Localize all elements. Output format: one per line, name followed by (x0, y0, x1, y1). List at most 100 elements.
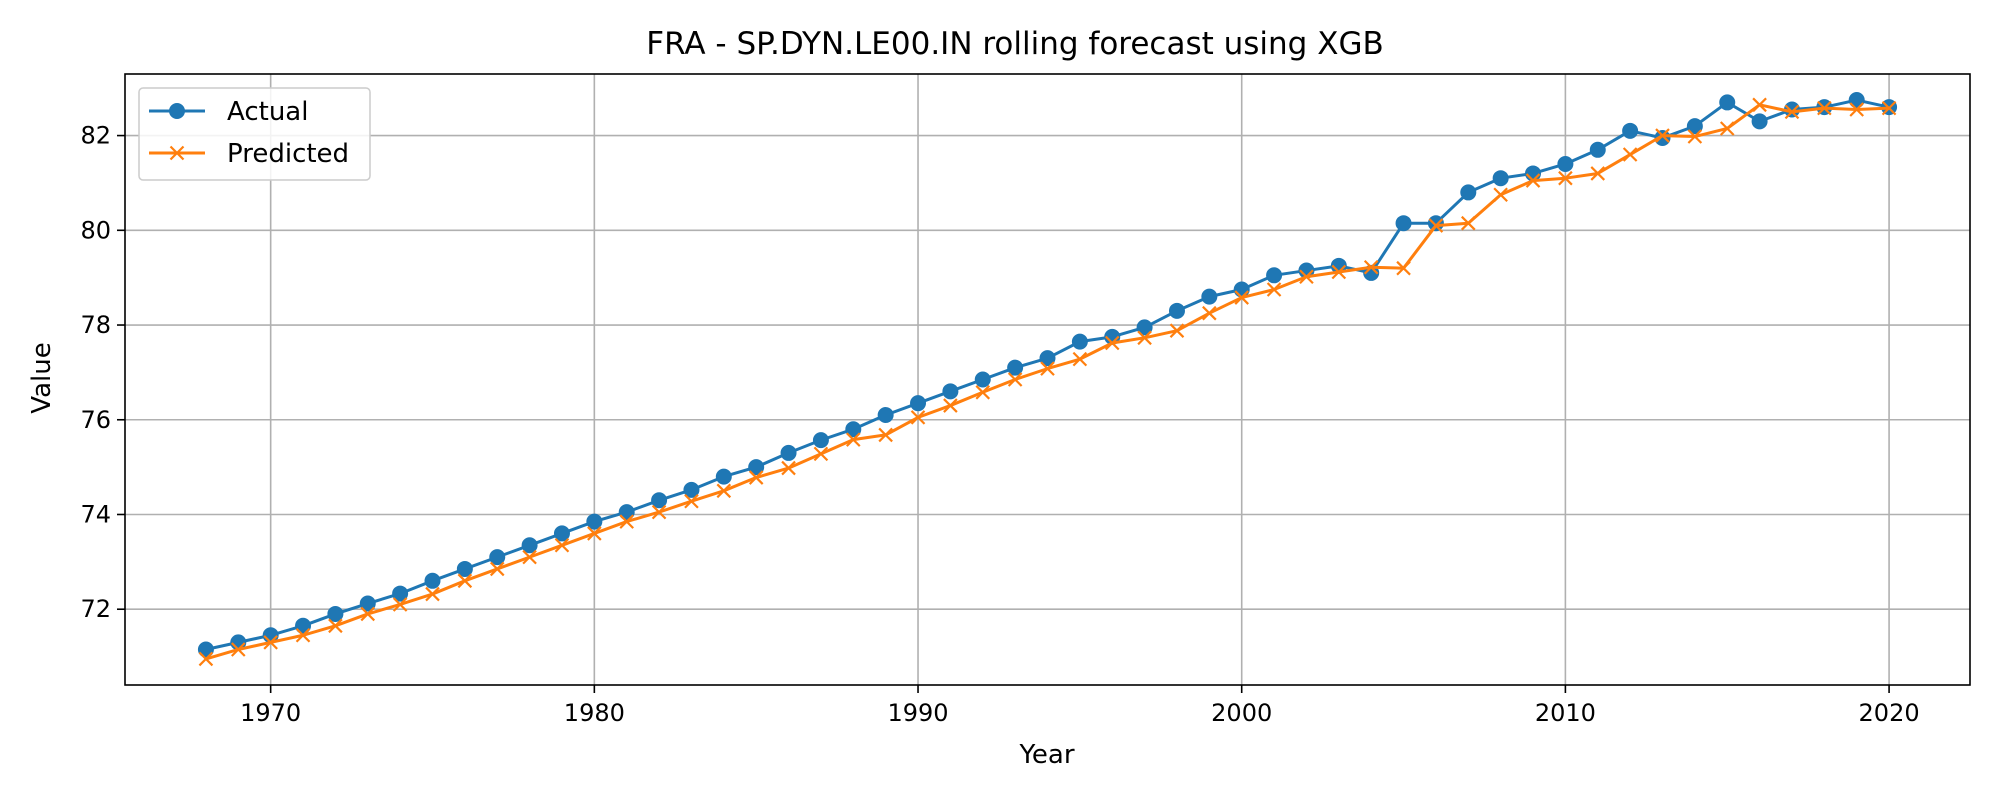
actual-point (877, 407, 894, 424)
predicted-point (457, 573, 473, 589)
x-marker-stroke (975, 385, 991, 400)
predicted-point (1817, 100, 1832, 116)
actual-point (327, 605, 344, 622)
predicted-point (489, 561, 505, 577)
predicted-point (1655, 128, 1670, 143)
x-marker-stroke (1590, 166, 1606, 181)
predicted-point (1007, 372, 1023, 387)
x-marker-stroke (328, 618, 343, 634)
x-marker-stroke (1331, 264, 1347, 280)
actual-point (456, 560, 473, 577)
x-marker-stroke (295, 627, 311, 643)
predicted-point (198, 651, 214, 667)
actual-point (715, 468, 732, 485)
actual-point (1395, 215, 1412, 232)
y-tick-label: 76 (80, 406, 111, 434)
x-axis-label: Year (1018, 740, 1074, 770)
predicted-point (263, 635, 278, 650)
axes: 1970 1980 1990 2000 2010 2020 72 74 76 78 80 82 (80, 73, 1971, 727)
predicted-point (295, 627, 311, 643)
x-marker-stroke (1072, 351, 1088, 367)
x-marker-stroke (1363, 259, 1379, 275)
actual-point (1201, 288, 1218, 305)
predicted-point (231, 642, 246, 657)
x-marker-stroke (619, 514, 634, 529)
predicted-point (328, 618, 343, 634)
predicted-point (554, 537, 570, 553)
x-marker-stroke (846, 432, 861, 447)
actual-point (1427, 215, 1444, 232)
x-tick-label: 2010 (1535, 699, 1596, 727)
predicted-point (943, 398, 958, 413)
actual-point (1492, 170, 1509, 187)
x-marker-stroke (748, 470, 764, 485)
x-tick-label: 2000 (1211, 699, 1272, 727)
actual-point (910, 395, 927, 412)
x-marker-stroke (522, 549, 537, 565)
x-marker-stroke (943, 398, 958, 413)
predicted-point (651, 504, 667, 520)
actual-point (392, 585, 409, 602)
x-marker-stroke (1007, 372, 1023, 387)
actual-point (197, 641, 214, 658)
actual-point (1557, 155, 1574, 172)
x-tick-label: 1980 (564, 699, 625, 727)
actual-point (942, 383, 959, 400)
x-marker-stroke (1881, 100, 1897, 116)
predicted-point (1752, 97, 1767, 113)
x-marker-stroke (1266, 282, 1282, 297)
x-marker-stroke (263, 635, 278, 650)
predicted-point (1784, 104, 1800, 120)
actual-point (780, 444, 797, 461)
predicted-point (1137, 330, 1152, 346)
x-marker-stroke (910, 410, 926, 425)
actual-point (1589, 141, 1606, 158)
x-marker-stroke (425, 586, 440, 602)
predicted-point (587, 526, 602, 541)
actual-point (683, 481, 700, 498)
predicted-point (1104, 335, 1120, 351)
y-tick-label: 72 (80, 595, 111, 623)
legend-predicted-label: Predicted (227, 139, 349, 169)
predicted-point (975, 385, 991, 400)
y-tick-label: 78 (80, 311, 111, 339)
x-marker-stroke (781, 460, 796, 476)
x-tick-label: 2020 (1859, 699, 1920, 727)
predicted-point (1525, 173, 1541, 188)
x-marker-stroke (1622, 147, 1638, 162)
predicted-point (1299, 269, 1314, 284)
predicted-point (1687, 129, 1703, 144)
actual-point (1622, 122, 1639, 139)
actual-point (618, 504, 635, 521)
predicted-point (1590, 166, 1606, 181)
actual-point (1751, 113, 1768, 130)
actual-point (1007, 359, 1024, 376)
x-marker-stroke (1817, 100, 1832, 116)
x-marker-stroke (1428, 218, 1444, 233)
predicted-point (360, 606, 376, 622)
actual-point (489, 549, 506, 566)
x-marker-stroke (716, 483, 732, 499)
x-marker-stroke (392, 597, 408, 612)
x-marker-stroke (1849, 102, 1864, 117)
x-marker-stroke (1558, 170, 1573, 186)
series-actual (197, 92, 1898, 658)
actual-point (359, 595, 376, 612)
predicted-point (425, 586, 440, 602)
x-marker-stroke (684, 493, 699, 509)
predicted-point (1331, 264, 1347, 280)
actual-point (974, 371, 991, 388)
chart-title: FRA - SP.DYN.LE00.IN rolling forecast us… (646, 26, 1384, 62)
x-marker-stroke (169, 145, 185, 161)
x-marker-stroke (878, 427, 893, 443)
actual-point (521, 537, 538, 554)
predicted-point (1881, 100, 1897, 116)
predicted-point (781, 460, 796, 476)
x-marker-stroke (1396, 260, 1411, 276)
x-marker-stroke (1687, 129, 1703, 144)
y-tick-label: 82 (80, 122, 111, 150)
x-marker-stroke (1493, 187, 1508, 203)
actual-point (1460, 184, 1477, 201)
grid-lines (125, 74, 1970, 685)
